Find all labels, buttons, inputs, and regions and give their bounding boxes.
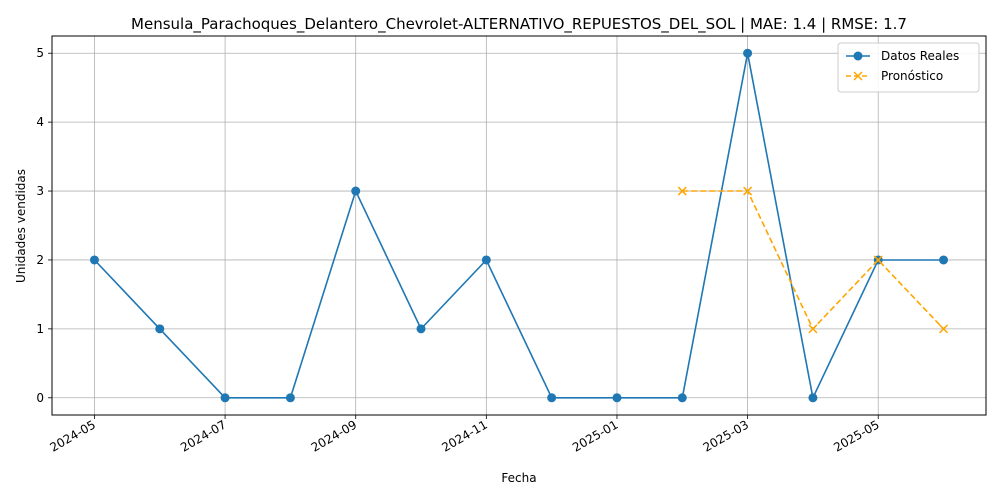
x-tick-label: 2024-11 — [439, 417, 489, 454]
legend-marker-real — [853, 51, 863, 61]
x-tick-label: 2024-05 — [48, 417, 98, 454]
x-tick-label: 2024-09 — [309, 417, 359, 454]
y-tick-label: 4 — [36, 115, 44, 129]
legend-label-real: Datos Reales — [881, 49, 959, 63]
data-point — [547, 393, 557, 403]
forecast-point — [939, 324, 949, 334]
x-tick-label: 2024-07 — [178, 417, 228, 454]
x-tick-label: 2025-03 — [701, 417, 751, 454]
data-point — [808, 393, 818, 403]
forecast-point — [743, 186, 753, 196]
chart-title: Mensula_Parachoques_Delantero_Chevrolet-… — [131, 15, 907, 34]
x-tick-label: 2025-05 — [831, 417, 881, 454]
plot-frame — [51, 35, 987, 416]
data-point — [743, 48, 753, 58]
x-tick-label: 2025-01 — [570, 417, 620, 454]
y-tick-label: 2 — [36, 253, 44, 267]
y-tick-label: 5 — [36, 46, 44, 60]
y-axis-label: Unidades vendidas — [14, 169, 28, 283]
data-point — [285, 393, 295, 403]
data-point — [89, 255, 99, 265]
data-point — [481, 255, 491, 265]
legend-marker-forecast — [853, 71, 863, 81]
legend-label-forecast: Pronóstico — [881, 69, 943, 83]
tick-layer: 2024-05 2024-07 2024-09 2024-11 2025-01 2025-… — [36, 46, 881, 454]
forecast-point — [677, 186, 687, 196]
grid — [52, 36, 986, 415]
data-point — [677, 393, 687, 403]
legend-box — [837, 42, 980, 93]
series-layer — [89, 48, 949, 403]
forecast-point — [808, 324, 818, 334]
legend: Datos Reales Pronóstico — [837, 42, 980, 93]
series-line-0 — [93, 53, 944, 401]
data-point — [612, 393, 622, 403]
y-tick-label: 0 — [36, 391, 44, 405]
data-point — [220, 393, 230, 403]
data-point — [155, 324, 165, 334]
x-axis-label: Fecha — [501, 471, 536, 485]
data-point — [939, 255, 949, 265]
forecast-point — [873, 255, 883, 265]
data-point — [416, 324, 426, 334]
y-tick-label: 3 — [36, 184, 44, 198]
y-tick-label: 1 — [36, 322, 44, 336]
data-point — [351, 186, 361, 196]
